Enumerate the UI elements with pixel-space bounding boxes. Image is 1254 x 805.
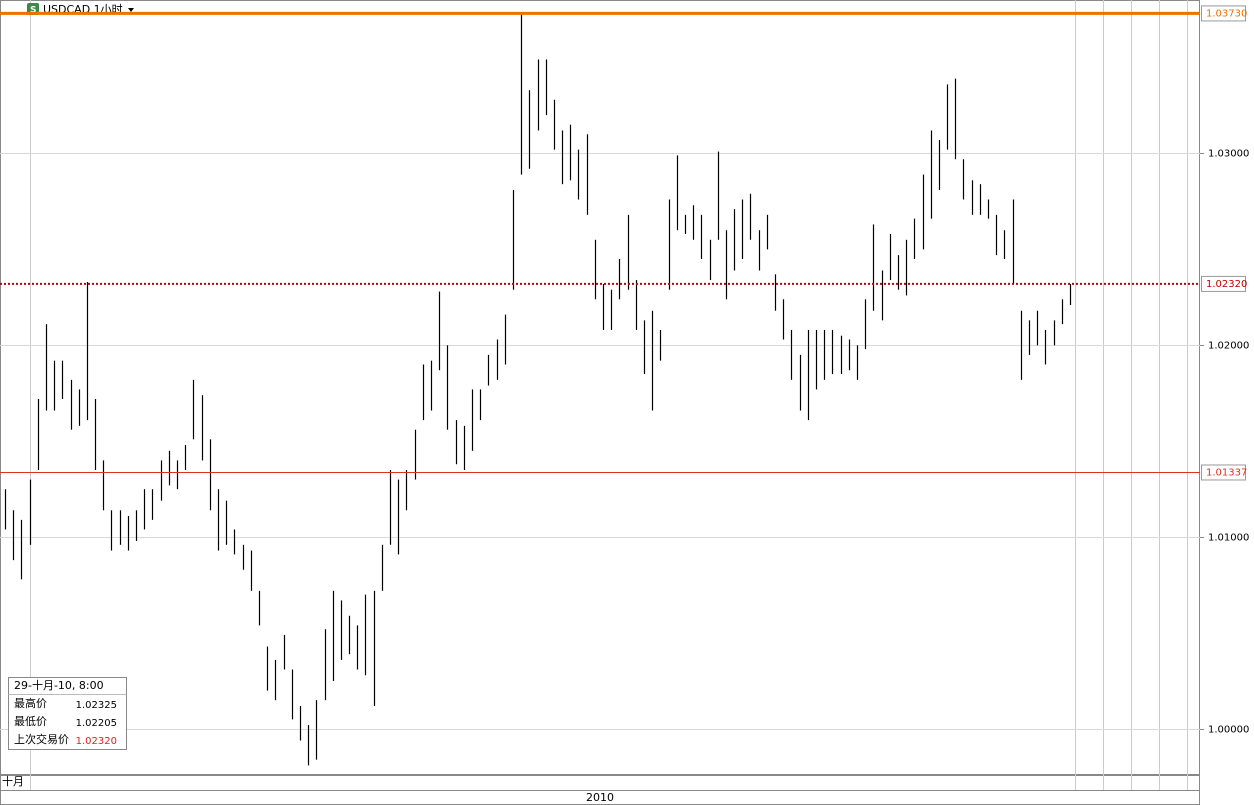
symbol-icon-glyph: S [30, 6, 36, 16]
x-tick-label: 2010 [586, 791, 614, 804]
level-label: 1.02320 [1206, 279, 1247, 290]
level-label: 1.01337 [1206, 467, 1247, 478]
level-label-box [1201, 464, 1246, 481]
time-grid [30, 0, 1188, 790]
y-tick-label: 1.01000 [1208, 533, 1249, 544]
y-tick-label: 1.02000 [1208, 341, 1249, 352]
plot-frame [0, 0, 1200, 775]
y-tick-label: 1.00000 [1208, 725, 1249, 736]
level-label-box [1201, 275, 1246, 292]
level-label: 1.03730 [1206, 8, 1247, 19]
info-value: 1.02325 [76, 700, 117, 711]
info-label: 最低价 [14, 715, 47, 728]
info-time: 29-十月-10, 8:00 [14, 678, 104, 692]
info-label: 上次交易价 [14, 732, 69, 746]
x-tick-label: 十月 [2, 774, 24, 788]
info-box: 29-十月-10, 8:00 最高价 1.02325 最低价 1.02205 上… [8, 677, 127, 750]
dropdown-arrow[interactable] [128, 8, 134, 12]
y-tick-label: 1.03000 [1208, 149, 1249, 160]
info-value: 1.02320 [76, 736, 117, 747]
level-label-box [1201, 5, 1246, 22]
info-value: 1.02205 [76, 718, 117, 729]
info-label: 最高价 [14, 696, 47, 710]
